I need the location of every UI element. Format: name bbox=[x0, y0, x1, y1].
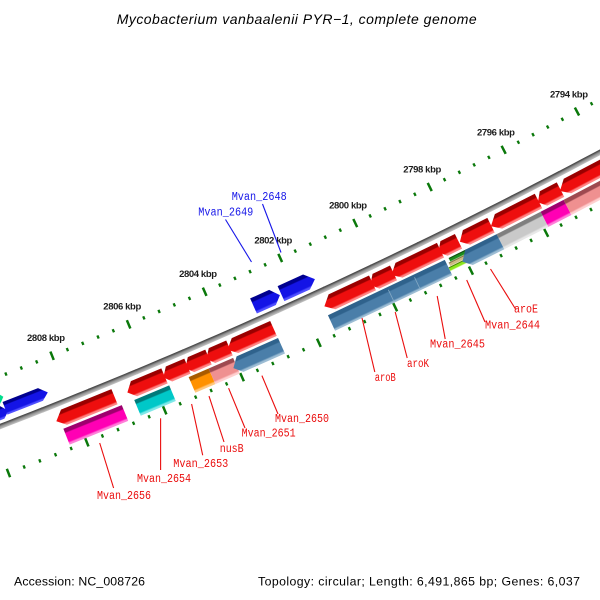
svg-text:Mvan_2650: Mvan_2650 bbox=[275, 413, 329, 426]
svg-text:aroK: aroK bbox=[407, 358, 429, 371]
svg-text:Mvan_2656: Mvan_2656 bbox=[97, 490, 151, 503]
svg-text:2798 kbp: 2798 kbp bbox=[403, 165, 441, 176]
svg-text:Mvan_2651: Mvan_2651 bbox=[242, 428, 296, 441]
svg-text:2794 kbp: 2794 kbp bbox=[550, 89, 588, 100]
svg-text:Mvan_2653: Mvan_2653 bbox=[173, 458, 228, 471]
svg-text:Mvan_2648: Mvan_2648 bbox=[232, 191, 287, 204]
svg-text:nusB: nusB bbox=[220, 443, 244, 456]
svg-text:2796 kbp: 2796 kbp bbox=[477, 128, 515, 139]
svg-text:Mvan_2645: Mvan_2645 bbox=[430, 339, 485, 352]
svg-text:2802 kbp: 2802 kbp bbox=[254, 235, 292, 246]
svg-text:aroB: aroB bbox=[375, 372, 396, 385]
svg-text:Mvan_2644: Mvan_2644 bbox=[485, 319, 540, 332]
svg-text:Mvan_2654: Mvan_2654 bbox=[137, 473, 191, 486]
svg-text:Accession: NC_008726: Accession: NC_008726 bbox=[14, 575, 145, 589]
svg-text:Topology: circular; Length: 6,: Topology: circular; Length: 6,491,865 bp… bbox=[258, 575, 580, 589]
svg-text:2804 kbp: 2804 kbp bbox=[179, 269, 217, 280]
svg-text:2800 kbp: 2800 kbp bbox=[329, 201, 367, 212]
svg-text:Mycobacterium vanbaalenii PYR−: Mycobacterium vanbaalenii PYR−1, complet… bbox=[117, 11, 477, 27]
svg-text:2806 kbp: 2806 kbp bbox=[103, 302, 141, 313]
svg-text:aroE: aroE bbox=[514, 304, 538, 317]
svg-text:2808 kbp: 2808 kbp bbox=[27, 333, 65, 344]
svg-text:Mvan_2649: Mvan_2649 bbox=[198, 207, 253, 220]
